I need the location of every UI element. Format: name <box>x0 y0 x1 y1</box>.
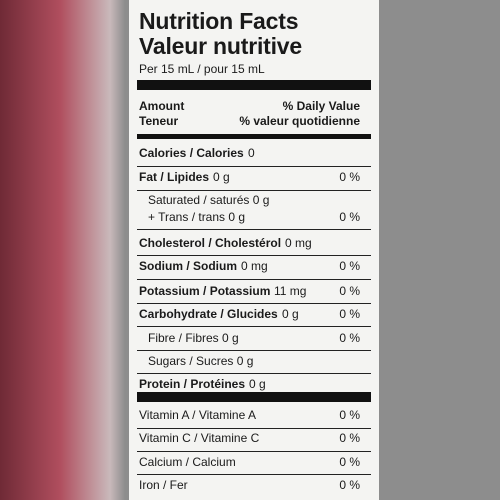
nutrient-label: Vitamin C / Vitamine C <box>139 431 260 445</box>
row-divider <box>137 451 371 452</box>
row-divider <box>137 255 371 256</box>
row-divider <box>137 229 371 230</box>
nutrient-amount: 0 g <box>213 170 230 184</box>
nutrient-label: Fibre / Fibres 0 g <box>148 331 239 345</box>
row-divider <box>137 350 371 351</box>
nutrient-daily-value: 0 % <box>339 455 360 469</box>
row-divider <box>137 279 371 280</box>
nutrient-daily-value: 0 % <box>339 408 360 422</box>
nutrient-daily-value: 0 % <box>339 284 360 298</box>
nutrient-label: Carbohydrate / Glucides <box>139 307 278 321</box>
row-divider <box>137 326 371 327</box>
row-divider <box>137 373 371 374</box>
nutrient-amount: 0 g <box>282 307 299 321</box>
nutrient-amount: 0 g <box>249 377 266 391</box>
nutrient-label: Fat / Lipides <box>139 170 210 184</box>
title-english: Nutrition Facts <box>139 8 299 34</box>
row-divider <box>137 428 371 429</box>
nutrient-daily-value: 0 % <box>339 431 360 445</box>
nutrient-daily-value: 0 % <box>339 478 360 492</box>
daily-value-header-fr: % valeur quotidienne <box>239 114 360 128</box>
nutrient-daily-value: 0 % <box>339 210 360 224</box>
nutrient-label: Vitamin A / Vitamine A <box>139 408 256 422</box>
nutrient-label: Potassium / Potassium <box>139 284 271 298</box>
nutrient-daily-value: 0 % <box>339 259 360 273</box>
daily-value-header-en: % Daily Value <box>282 99 360 113</box>
nutrient-daily-value: 0 % <box>339 170 360 184</box>
row-divider <box>137 474 371 475</box>
thick-rule-top <box>137 80 371 90</box>
title-french: Valeur nutritive <box>139 33 302 59</box>
row-divider <box>137 190 371 191</box>
nutrient-label: Sugars / Sucres 0 g <box>148 354 254 368</box>
nutrient-label: Iron / Fer <box>139 478 188 492</box>
amount-header-fr: Teneur <box>139 114 179 128</box>
serving-size: Per 15 mL / pour 15 mL <box>139 62 265 76</box>
nutrient-label: Calcium / Calcium <box>139 455 236 469</box>
amount-header-en: Amount <box>139 99 185 113</box>
nutrient-daily-value: 0 % <box>339 307 360 321</box>
nutrient-amount: 0 mg <box>285 236 312 250</box>
row-divider <box>137 303 371 304</box>
nutrient-label: Saturated / saturés 0 g <box>148 193 270 207</box>
nutrient-amount: 11 mg <box>274 284 307 298</box>
nutrient-label: Protein / Protéines <box>139 377 246 391</box>
thick-rule-mid <box>137 134 371 139</box>
thick-rule-vitamins <box>137 392 371 402</box>
nutrient-amount: 0 <box>248 146 255 160</box>
nutrient-daily-value: 0 % <box>339 331 360 345</box>
nutrient-label: Sodium / Sodium <box>139 259 237 273</box>
nutrient-label: Calories / Calories <box>139 146 244 160</box>
row-divider <box>137 166 371 167</box>
nutrient-amount: 0 mg <box>241 259 268 273</box>
nutrient-label: Cholesterol / Cholestérol <box>139 236 282 250</box>
nutrient-label: + Trans / trans 0 g <box>148 210 246 224</box>
